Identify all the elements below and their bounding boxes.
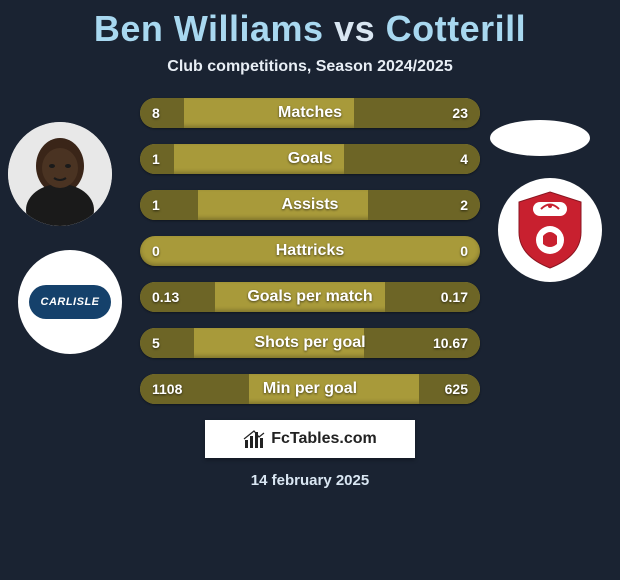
stat-value-left: 0.13 — [152, 282, 179, 312]
player2-photo — [490, 120, 590, 156]
stat-row-matches: 823Matches — [140, 98, 480, 128]
stat-fill-left — [140, 190, 198, 220]
stat-value-left: 0 — [152, 236, 160, 266]
vs-label: vs — [334, 8, 375, 49]
player1-club-logo: CARLISLE — [18, 250, 122, 354]
brand-label: FcTables.com — [271, 430, 377, 448]
stat-value-left: 1 — [152, 144, 160, 174]
stat-row-hattricks: 0 0Hattricks — [140, 236, 480, 266]
stat-value-left: 8 — [152, 98, 160, 128]
stat-row-goals: 14Goals — [140, 144, 480, 174]
stat-label: Hattricks — [140, 236, 480, 266]
snapshot-date: 14 february 2025 — [0, 472, 620, 489]
stat-fill-left — [140, 328, 194, 358]
stat-value-right: 23 — [452, 98, 468, 128]
stat-value-right: 2 — [460, 190, 468, 220]
comparison-title: Ben Williams vs Cotterill — [0, 0, 620, 50]
player2-club-logo — [498, 178, 602, 282]
stat-row-assists: 12Assists — [140, 190, 480, 220]
stat-value-left: 5 — [152, 328, 160, 358]
player1-club-label: CARLISLE — [41, 296, 100, 308]
season-subtitle: Club competitions, Season 2024/2025 — [0, 58, 620, 76]
brand-badge: FcTables.com — [205, 420, 415, 458]
player1-photo — [8, 122, 112, 226]
stat-row-shots-per-goal: 510.67Shots per goal — [140, 328, 480, 358]
bar-chart-icon — [243, 428, 265, 450]
stat-value-right: 0 — [460, 236, 468, 266]
player2-name: Cotterill — [386, 8, 527, 49]
stat-value-right: 0.17 — [441, 282, 468, 312]
player1-name: Ben Williams — [94, 8, 324, 49]
stat-fill-left — [140, 98, 184, 128]
stat-row-min-per-goal: 1108625Min per goal — [140, 374, 480, 404]
stat-value-left: 1 — [152, 190, 160, 220]
stat-value-right: 625 — [445, 374, 468, 404]
stats-bars: 823Matches14Goals12Assists00Hattricks0.1… — [140, 98, 480, 404]
stat-row-goals-per-match: 0.130.17Goals per match — [140, 282, 480, 312]
stat-value-right: 10.67 — [433, 328, 468, 358]
stat-value-left: 1108 — [152, 374, 182, 404]
stat-value-right: 4 — [460, 144, 468, 174]
